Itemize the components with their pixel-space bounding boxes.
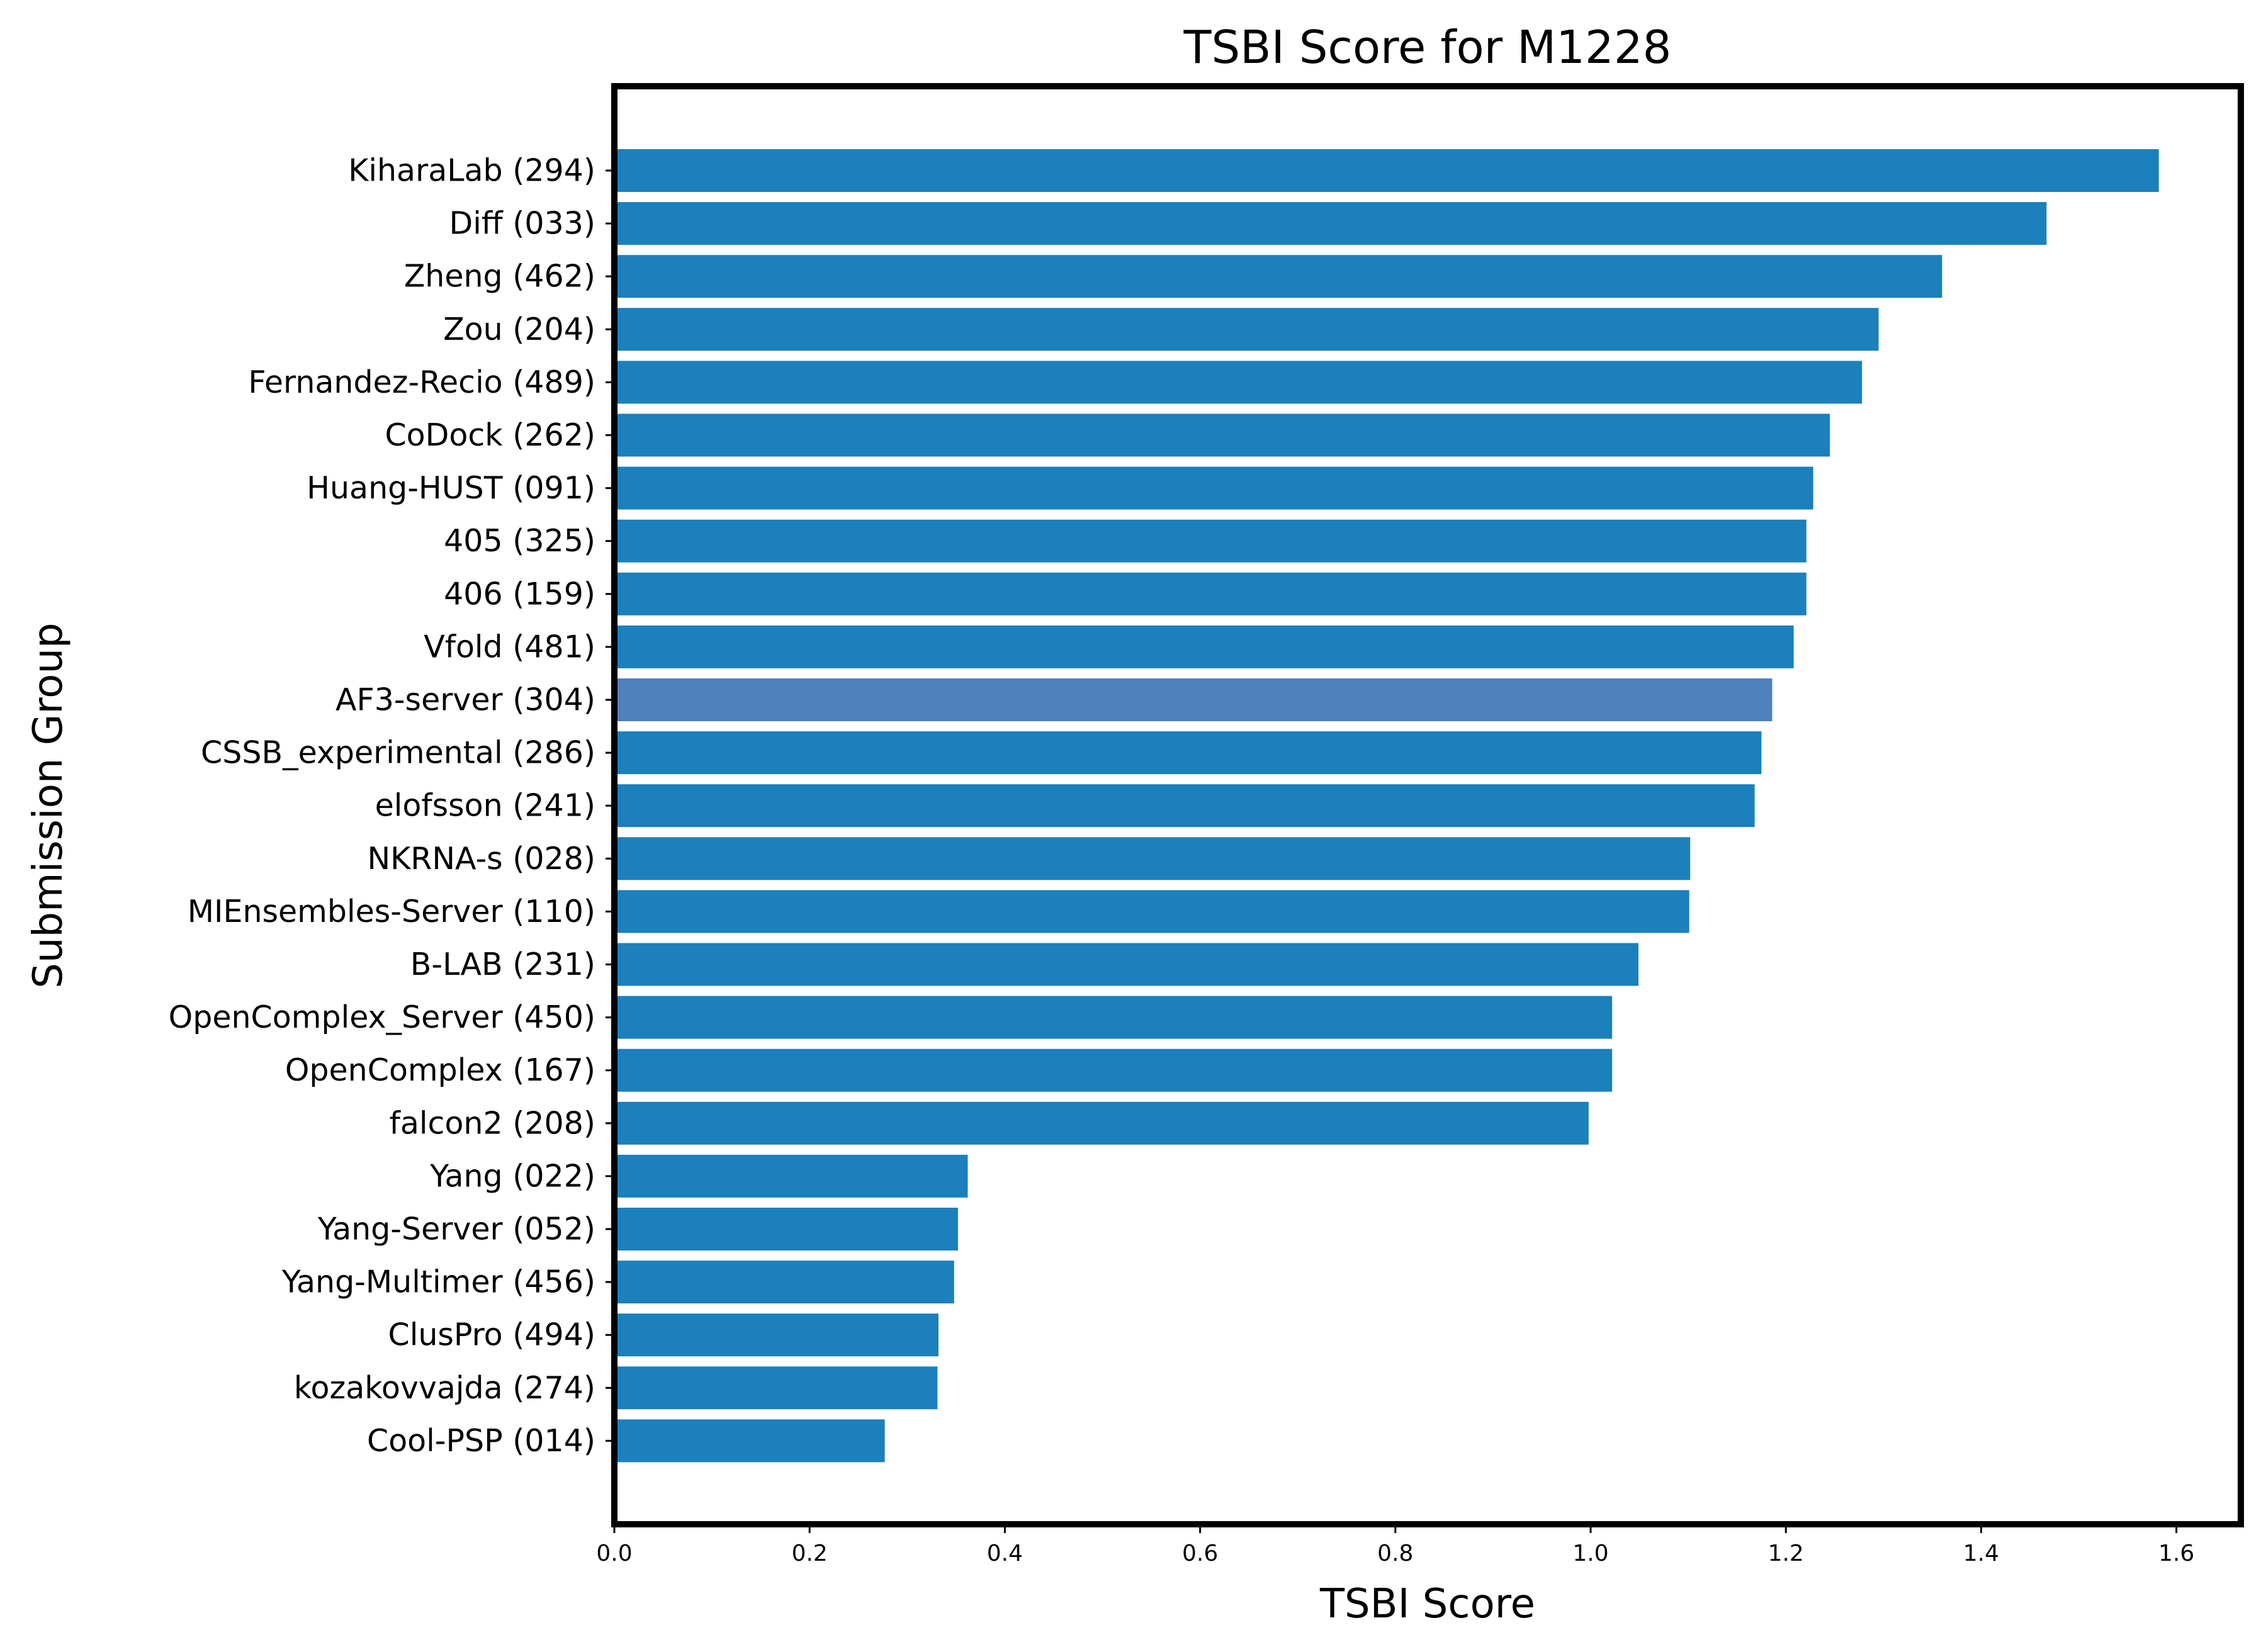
y-tick-label-18: falcon2 (208) (390, 1105, 595, 1141)
bar-23 (614, 1366, 938, 1410)
bar-10 (614, 678, 1773, 721)
bar-14 (614, 890, 1689, 933)
y-tick-label-14: MIEnsembles-Server (110) (188, 894, 595, 930)
bar-6 (614, 466, 1813, 510)
bar-16 (614, 996, 1613, 1039)
chart-title: TSBI Score for M1228 (1183, 21, 1672, 74)
bar-17 (614, 1048, 1613, 1092)
y-tick-label-8: 406 (159) (444, 576, 595, 612)
y-tick-label-11: CSSB_experimental (286) (201, 735, 595, 771)
bar-4 (614, 361, 1863, 404)
bar-18 (614, 1101, 1589, 1145)
bar-20 (614, 1208, 958, 1250)
y-tick-label-15: B-LAB (231) (410, 947, 595, 982)
y-tick-label-23: kozakovvajda (274) (294, 1370, 595, 1406)
y-tick-label-22: ClusPro (494) (388, 1317, 595, 1353)
y-tick-label-0: KiharaLab (294) (348, 153, 595, 189)
x-axis-label: TSBI Score (1319, 1581, 1535, 1627)
y-tick-label-10: AF3-server (304) (335, 682, 595, 718)
y-tick-labels: KiharaLab (294) Diff (033) Zheng (462) Zou … (169, 153, 614, 1459)
y-tick-label-6: Huang-HUST (091) (307, 470, 595, 506)
x-tick-label-0: 0.0 (596, 1541, 632, 1566)
y-tick-label-19: Yang (022) (429, 1158, 595, 1194)
plot-frame (611, 83, 2244, 1527)
bar-22 (614, 1313, 939, 1357)
y-tick-label-1: Diff (033) (449, 206, 595, 242)
bar-9 (614, 625, 1794, 668)
bar-24 (614, 1419, 885, 1463)
x-tick-label-6: 1.2 (1768, 1541, 1804, 1566)
bar-7 (614, 519, 1807, 563)
bar-13 (614, 837, 1691, 880)
y-tick-label-12: elofsson (241) (375, 788, 595, 824)
y-tick-label-21: Yang-Multimer (456) (281, 1264, 595, 1300)
x-tick-label-8: 1.6 (2158, 1541, 2194, 1566)
y-tick-label-9: Vfold (481) (424, 629, 595, 665)
y-tick-label-5: CoDock (262) (385, 417, 595, 453)
y-tick-label-13: NKRNA-s (028) (368, 841, 595, 877)
y-tick-label-2: Zheng (462) (404, 259, 595, 295)
x-tick-label-3: 0.6 (1182, 1541, 1218, 1566)
y-tick-label-7: 405 (325) (444, 523, 595, 559)
y-axis-label: Submission Group (25, 622, 72, 988)
y-tick-label-16: OpenComplex_Server (450) (169, 999, 595, 1035)
bar-3 (614, 308, 1879, 351)
bar-11 (614, 731, 1762, 775)
bar-19 (614, 1154, 968, 1198)
bar-1 (614, 202, 2047, 245)
bars-group (614, 149, 2159, 1463)
bar-15 (614, 943, 1639, 986)
y-tick-label-20: Yang-Server (052) (317, 1211, 595, 1247)
x-tick-label-4: 0.8 (1377, 1541, 1413, 1566)
y-tick-label-4: Fernandez-Recio (489) (248, 364, 595, 400)
bar-2 (614, 255, 1942, 298)
x-ticks: 0.0 0.2 0.4 0.6 0.8 1.0 1.2 1.4 1.6 (596, 1524, 2194, 1566)
x-tick-label-2: 0.4 (987, 1541, 1023, 1566)
bar-0 (614, 149, 2159, 192)
bar-8 (614, 572, 1807, 615)
x-tick-label-7: 1.4 (1963, 1541, 1999, 1566)
bar-21 (614, 1261, 954, 1304)
y-tick-label-3: Zou (204) (443, 312, 595, 347)
bar-5 (614, 413, 1830, 457)
y-tick-label-24: Cool-PSP (014) (367, 1423, 595, 1459)
x-tick-label-5: 1.0 (1572, 1541, 1608, 1566)
x-tick-label-1: 0.2 (792, 1541, 828, 1566)
bar-12 (614, 784, 1755, 828)
y-tick-label-17: OpenComplex (167) (285, 1052, 595, 1088)
